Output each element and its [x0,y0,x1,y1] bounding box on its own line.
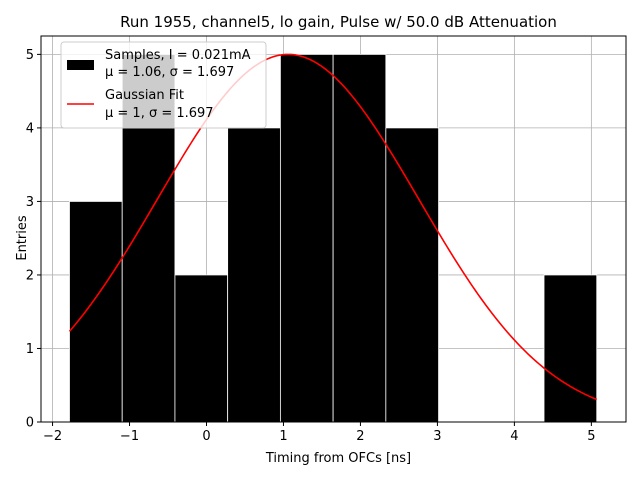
legend-stats-samples: μ = 1.06, σ = 1.697 [105,65,234,80]
legend-stats-fit: μ = 1, σ = 1.697 [105,106,214,121]
x-tick-label: 1 [279,429,287,444]
x-tick-label: 4 [510,429,518,444]
axis-ticks: −2 −1 0 1 2 3 4 5 0 1 2 3 4 5 [26,48,596,444]
x-tick-label: −1 [120,429,139,444]
y-tick-label: 1 [26,342,34,357]
histogram-bars [69,53,598,423]
plot-frame [40,35,627,423]
x-tick-label: −2 [43,429,62,444]
legend-box [60,41,267,129]
histogram-bar [332,53,387,423]
gaussian-fit [68,53,598,401]
x-tick-label: 3 [433,429,441,444]
fit-curve [68,53,598,401]
histogram-bar [227,127,281,423]
x-tick-label: 5 [587,429,595,444]
histogram-bar [385,127,439,423]
x-axis-label: Timing from OFCs [ns] [265,451,411,466]
y-tick-label: 4 [26,121,34,136]
y-tick-label: 0 [26,416,34,431]
x-tick-label: 0 [202,429,210,444]
chart-title: Run 1955, channel5, lo gain, Pulse w/ 50… [120,13,557,31]
histogram-bar [543,274,598,423]
y-tick-label: 2 [26,268,34,283]
y-tick-label: 3 [26,195,34,210]
y-tick-label: 5 [26,48,34,63]
legend-label-samples: Samples, I = 0.021mA [105,48,251,63]
histogram-bar [279,53,334,423]
legend-swatch-samples [67,60,94,70]
x-tick-label: 2 [356,429,364,444]
histogram-bar [69,201,123,423]
legend: Samples, I = 0.021mA μ = 1.06, σ = 1.697… [60,41,267,129]
legend-label-fit: Gaussian Fit [105,88,184,103]
histogram-bar [174,274,229,423]
y-axis-label: Entries [15,215,30,261]
